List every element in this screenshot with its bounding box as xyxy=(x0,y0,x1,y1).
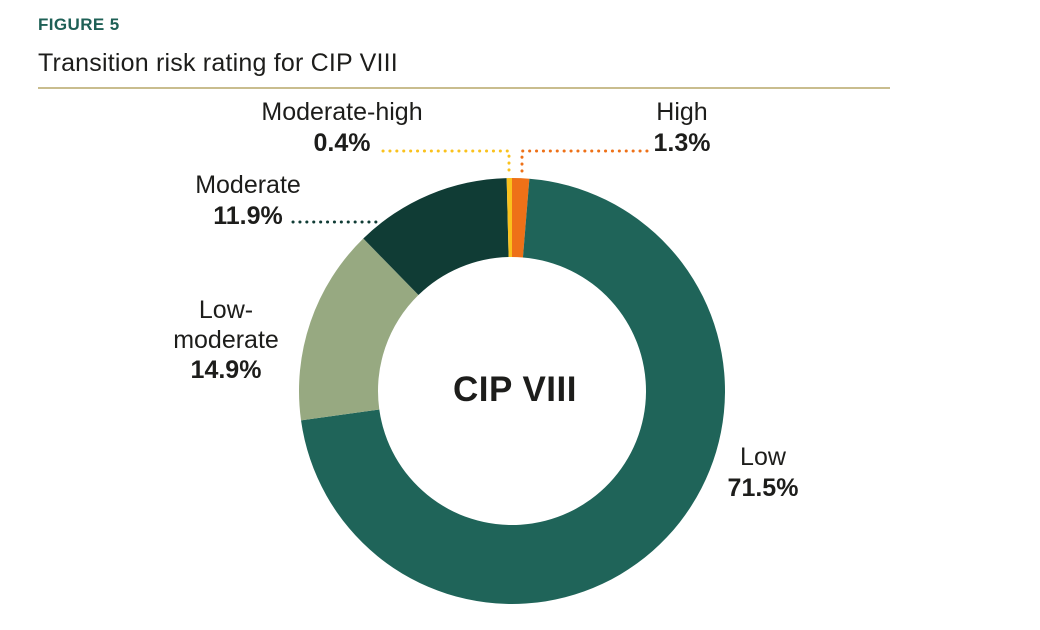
callout-moderate: Moderate 11.9% xyxy=(195,170,301,232)
callout-moderate-high: Moderate-high 0.4% xyxy=(261,97,422,159)
callout-moderate-high-value: 0.4% xyxy=(313,129,371,157)
callout-low-value: 71.5% xyxy=(727,474,799,502)
callout-low-moderate-name-line1: Low- xyxy=(198,296,254,324)
callout-low-moderate: Low- moderate 14.9% xyxy=(173,295,279,385)
leader-line-moderate-high xyxy=(381,149,511,177)
callout-high-value: 1.3% xyxy=(653,129,711,157)
donut-slice-low xyxy=(301,178,725,604)
figure-title: Transition risk rating for CIP VIII xyxy=(38,49,398,77)
callout-low-moderate-value: 14.9% xyxy=(190,356,262,384)
donut-center-label: CIP VIII xyxy=(453,370,577,409)
divider-rule xyxy=(38,87,890,89)
leader-line-high xyxy=(520,149,649,177)
callout-moderate-high-name: Moderate-high xyxy=(261,98,423,126)
callout-low-moderate-name-line2: moderate xyxy=(173,326,279,354)
callout-low-name: Low xyxy=(740,443,786,471)
callout-high: High 1.3% xyxy=(654,97,711,159)
figure-label: FIGURE 5 xyxy=(38,15,120,34)
donut-slice-moderate-high xyxy=(506,178,512,258)
callout-high-name: High xyxy=(656,98,708,126)
donut-slice-high xyxy=(512,177,530,258)
callout-low: Low 71.5% xyxy=(728,442,799,504)
callout-moderate-value: 11.9% xyxy=(213,202,283,230)
donut-slice-moderate xyxy=(363,178,509,296)
donut-slice-low-moderate xyxy=(298,238,419,421)
callout-moderate-name: Moderate xyxy=(195,171,301,199)
